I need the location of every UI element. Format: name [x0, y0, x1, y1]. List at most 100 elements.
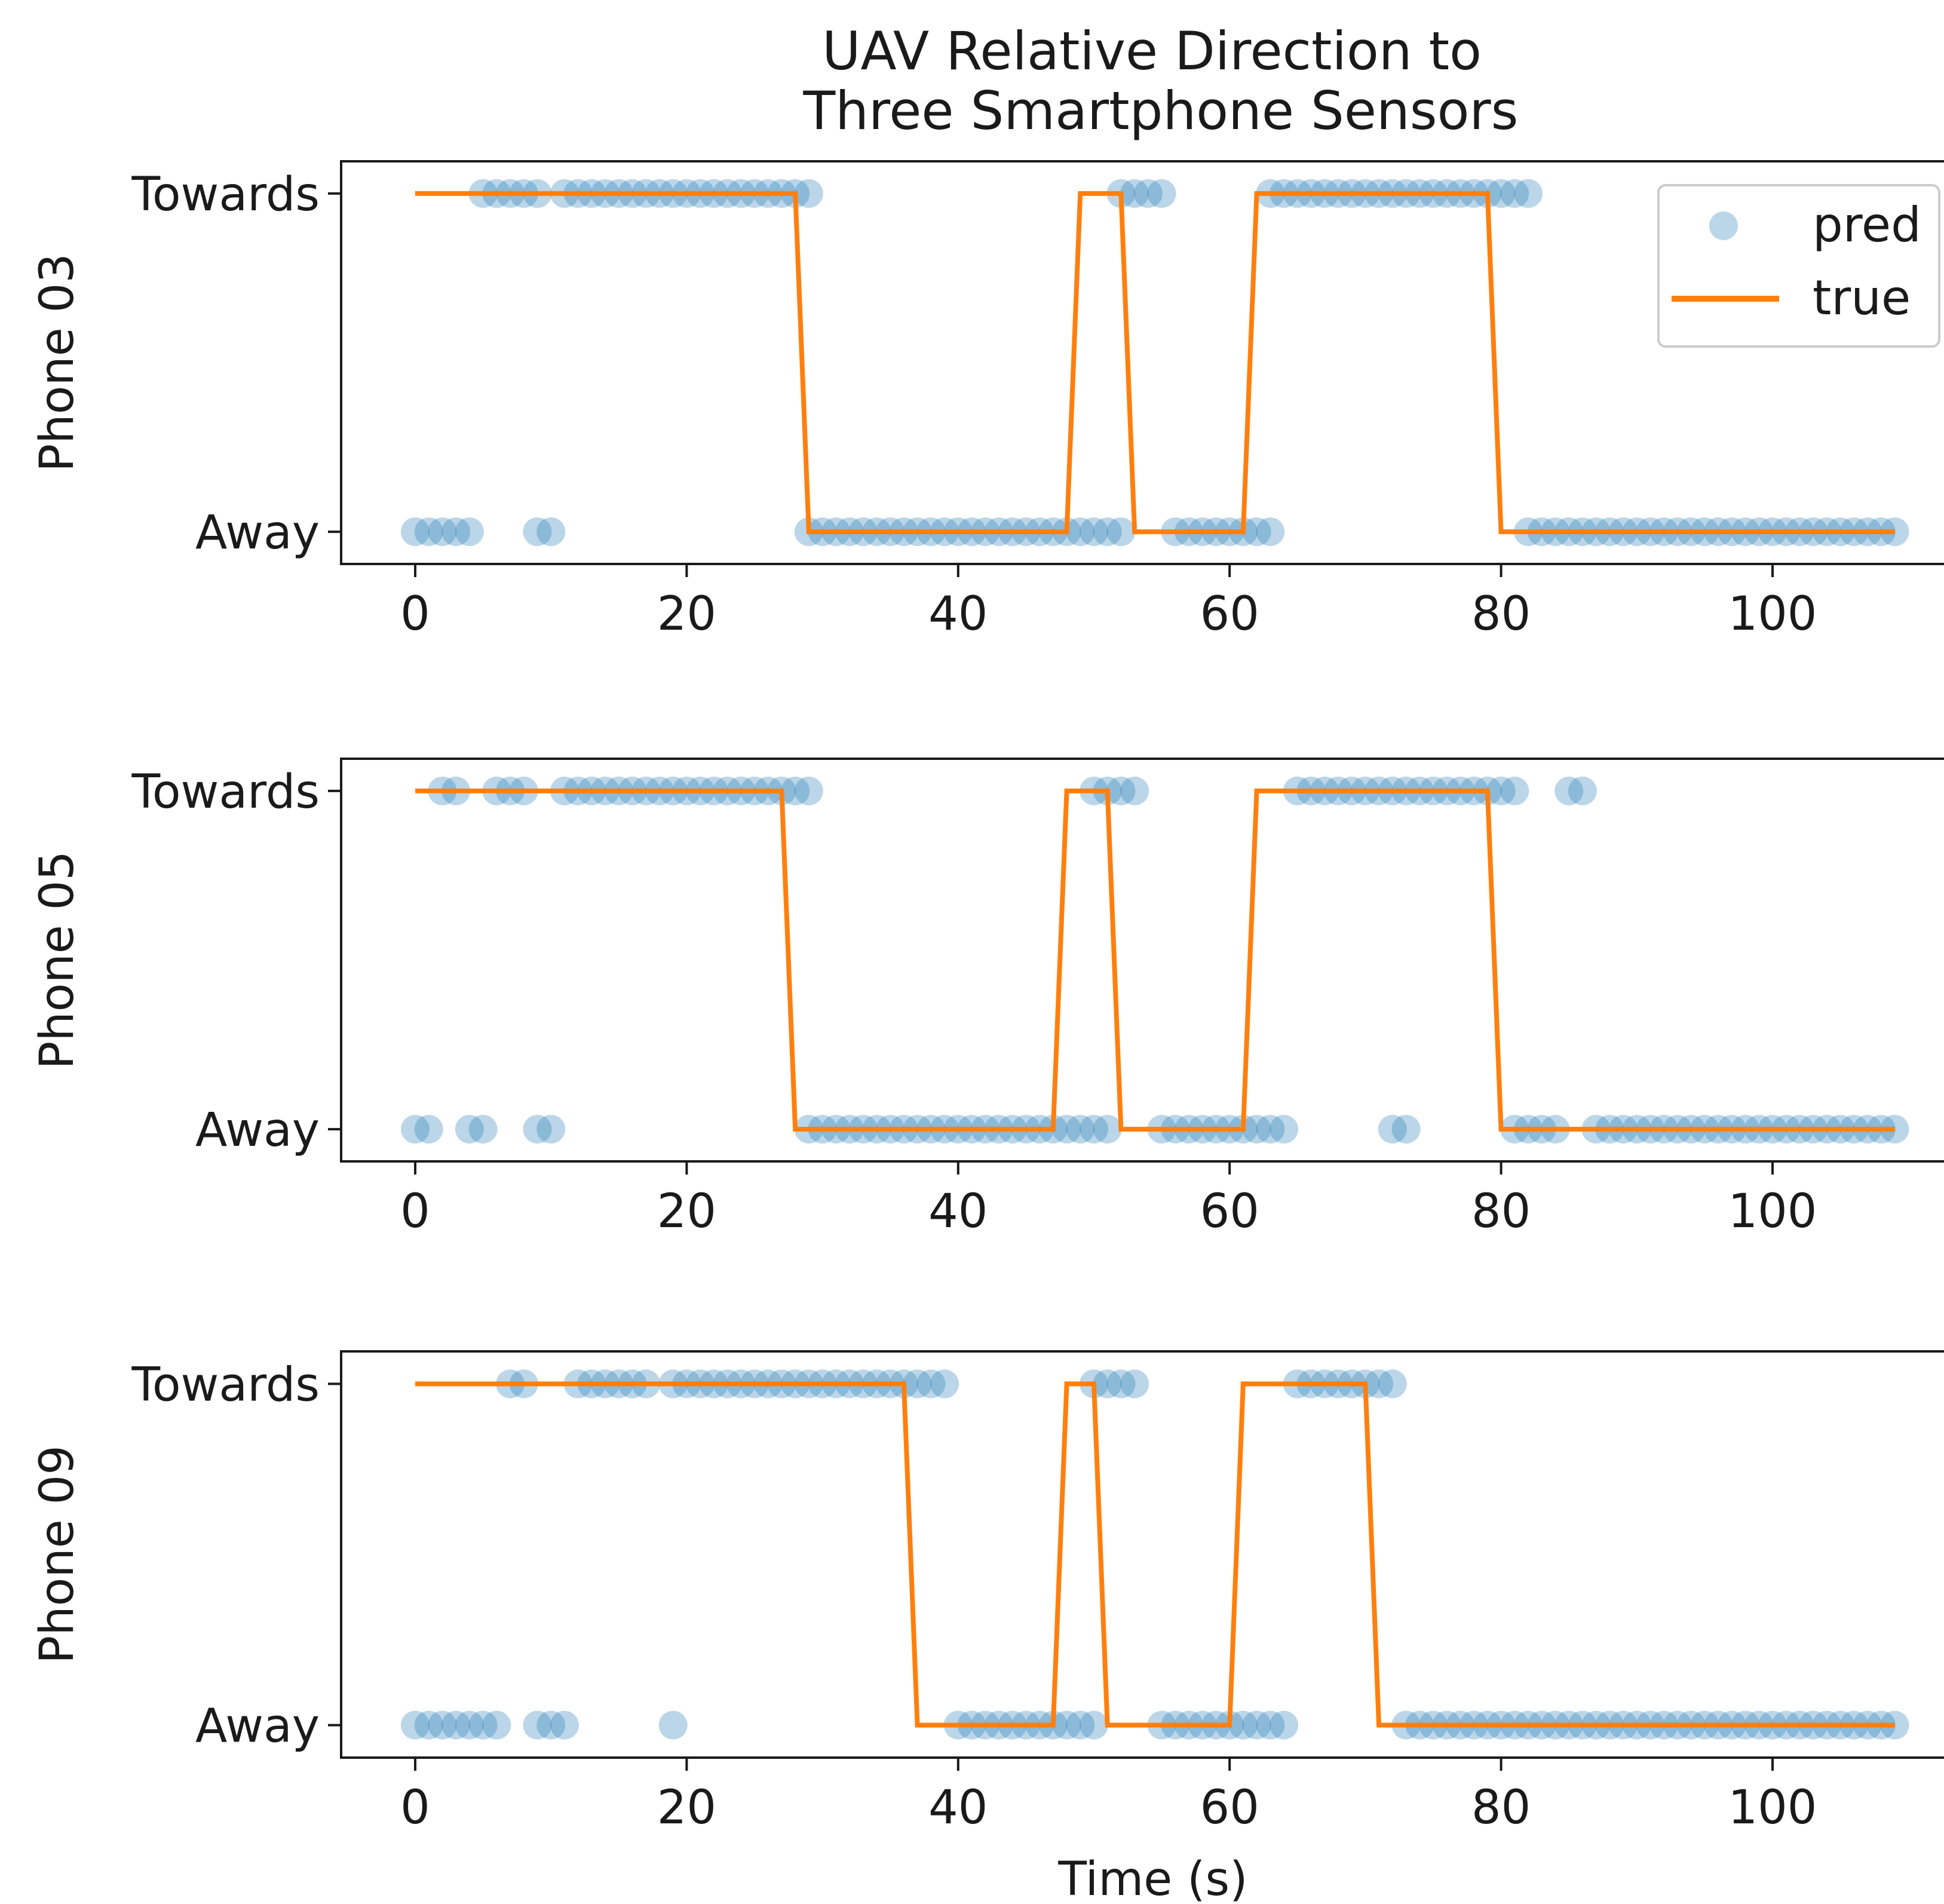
pred-point-towards	[903, 1369, 932, 1399]
y-tick-label: Towards	[131, 168, 320, 222]
pred-point-away	[455, 517, 484, 547]
legend-pred-label: pred	[1813, 197, 1921, 253]
pred-point-away	[401, 1710, 430, 1740]
x-tick-label: 60	[1200, 587, 1259, 641]
y-tick-label: Away	[195, 1103, 320, 1157]
pred-point-away	[428, 1710, 457, 1740]
pred-point-away	[1080, 1115, 1108, 1144]
true-line	[415, 191, 1895, 535]
pred-point-away	[1106, 517, 1136, 547]
true-line	[415, 788, 1895, 1132]
x-tick-label: 20	[657, 587, 716, 641]
pred-point-towards	[1106, 1369, 1136, 1399]
x-tick-label: 100	[1728, 1781, 1817, 1835]
pred-point-away	[658, 1710, 688, 1740]
pred-point-away	[1066, 1115, 1095, 1144]
x-tick-label: 60	[1200, 1185, 1259, 1238]
pred-point-away	[1093, 1115, 1122, 1144]
axes-frame	[340, 1350, 1944, 1759]
y-tick-label: Towards	[131, 765, 320, 819]
pred-point-away	[414, 1115, 443, 1144]
pred-point-away	[1256, 517, 1285, 547]
x-tick-label: 20	[657, 1781, 716, 1835]
pred-point-away	[468, 1710, 498, 1740]
pred-point-towards	[930, 1369, 959, 1399]
legend-box	[1657, 184, 1940, 348]
subplot-2: Towards Away Phone 05 0 20 40 60 80 100	[30, 758, 1944, 1238]
pred-point-towards	[1554, 776, 1584, 805]
pred-point-away	[401, 1115, 430, 1144]
pred-point-towards	[1514, 179, 1543, 208]
x-axis-label: Time (s)	[1057, 1853, 1247, 1904]
pred-point-towards	[1500, 776, 1529, 805]
x-tick-label: 20	[657, 1185, 716, 1238]
pred-point-away	[401, 517, 430, 547]
pred-point-towards	[1486, 179, 1516, 208]
subplot-3: Towards Away Phone 09 0 20 40 60 80 100	[30, 1350, 1944, 1835]
y-axis-label: Phone 03	[30, 253, 84, 472]
pred-point-away	[1080, 517, 1108, 547]
pred-point-away	[523, 1115, 552, 1144]
pred-point-away	[536, 1710, 566, 1740]
x-tick-label: 0	[400, 1185, 430, 1238]
x-tick-label: 40	[928, 587, 988, 641]
pred-point-towards	[1486, 776, 1516, 805]
pred-point-away	[455, 1115, 484, 1144]
y-tick-label: Away	[195, 1700, 320, 1753]
pred-point-away	[1066, 1710, 1095, 1740]
y-tick-label: Towards	[131, 1358, 320, 1412]
pred-point-towards	[794, 776, 823, 805]
x-tick-label: 100	[1728, 587, 1817, 641]
x-tick-label: 40	[928, 1185, 988, 1238]
subplots: Towards Away Phone 03 0 20 40 60 80 100 Towards Aw…	[30, 160, 1944, 1835]
pred-point-away	[441, 1710, 471, 1740]
pred-point-towards	[1093, 1369, 1122, 1399]
pred-point-away	[1242, 1710, 1271, 1740]
chart-title-line-1: UAV Relative Direction to	[822, 20, 1482, 82]
pred-point-away	[455, 1710, 484, 1740]
x-tick-label: 0	[400, 587, 430, 641]
axes-frame	[340, 160, 1944, 565]
pred-point-away	[550, 1710, 579, 1740]
pred-point-away	[536, 1115, 566, 1144]
legend-pred-marker	[1709, 211, 1738, 240]
pred-point-away	[482, 1710, 511, 1740]
legend-true-label: true	[1813, 270, 1911, 326]
pred-point-away	[523, 517, 552, 547]
pred-point-away	[1391, 1115, 1421, 1144]
pred-point-away	[523, 1710, 552, 1740]
legend: pred true	[1657, 184, 1940, 348]
pred-point-away	[441, 517, 471, 547]
subplot-1: Towards Away Phone 03 0 20 40 60 80 100	[30, 160, 1944, 641]
x-tick-label: 100	[1728, 1185, 1817, 1238]
pred-point-away	[1378, 1115, 1407, 1144]
pred-point-away	[1228, 1710, 1258, 1740]
pred-point-towards	[1500, 179, 1529, 208]
pred-point-away	[1093, 517, 1122, 547]
pred-point-away	[468, 1115, 498, 1144]
x-tick-label: 60	[1200, 1781, 1259, 1835]
x-tick-label: 40	[928, 1781, 988, 1835]
pred-point-towards	[1568, 776, 1597, 805]
x-tick-label: 0	[400, 1781, 430, 1835]
pred-point-away	[1256, 1115, 1285, 1144]
y-axis-label: Phone 09	[30, 1445, 84, 1664]
pred-point-away	[1052, 1710, 1081, 1740]
pred-point-away	[1270, 1115, 1299, 1144]
y-tick-label: Away	[195, 506, 320, 560]
pred-point-away	[1256, 1710, 1285, 1740]
pred-point-away	[1270, 1710, 1299, 1740]
pred-point-away	[1066, 517, 1095, 547]
pred-point-away	[536, 517, 566, 547]
pred-point-away	[1242, 517, 1271, 547]
pred-point-away	[428, 517, 457, 547]
axes-frame	[340, 758, 1944, 1163]
pred-point-towards	[1378, 1369, 1407, 1399]
x-tick-label: 80	[1471, 1781, 1531, 1835]
y-axis-label: Phone 05	[30, 851, 84, 1069]
x-tick-label: 80	[1471, 587, 1531, 641]
pred-point-towards	[1147, 179, 1176, 208]
pred-point-towards	[1106, 776, 1136, 805]
